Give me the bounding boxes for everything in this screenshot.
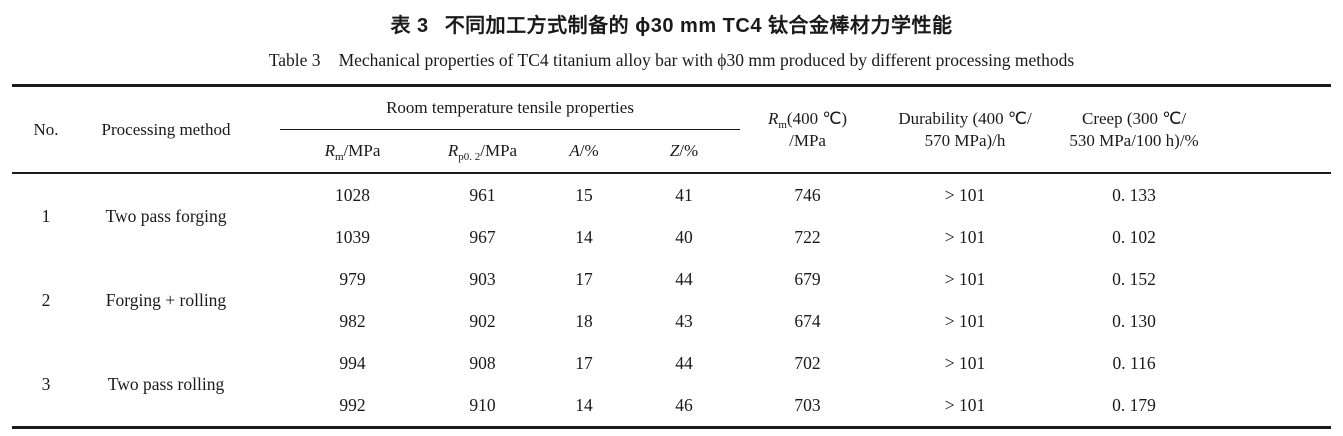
table-row: 982 902 18 43 674 > 101 0. 130 bbox=[12, 300, 1331, 342]
col-header-rm: Rm/MPa bbox=[280, 130, 425, 174]
col-header-rm-400-line2: /MPa bbox=[789, 130, 826, 150]
col-header-room-temp-tensile-group: Room temperature tensile properties bbox=[280, 85, 741, 130]
rm-symbol: R bbox=[324, 141, 335, 160]
cell-rm: 979 bbox=[339, 268, 366, 289]
col-header-rm-400-line1: Rm(400 ℃) bbox=[740, 108, 875, 131]
cell-no: 2 bbox=[41, 289, 51, 310]
rp02-subscript: p0. 2 bbox=[458, 151, 481, 163]
cell-creep: 0. 130 bbox=[1112, 310, 1156, 331]
cell-reduction-of-area: 40 bbox=[675, 226, 693, 247]
table-title-chinese-text: 不同加工方式制备的 ϕ30 mm TC4 钛合金棒材力学性能 bbox=[444, 15, 953, 37]
cell-durability: > 101 bbox=[944, 352, 986, 373]
col-header-rp02: Rp0. 2/MPa bbox=[425, 130, 540, 174]
col-header-durability-line1: Durability (400 ℃/ bbox=[898, 108, 1032, 128]
cell-durability: > 101 bbox=[944, 184, 986, 205]
cell-creep: 0. 116 bbox=[1112, 352, 1156, 373]
rm-400-subscript: m bbox=[778, 118, 787, 131]
reduction-of-area-symbol: Z bbox=[669, 141, 680, 160]
cell-durability: > 101 bbox=[944, 394, 986, 415]
cell-rp02: 908 bbox=[469, 352, 496, 373]
cell-no: 3 bbox=[41, 373, 51, 394]
table-row: 992 910 14 46 703 > 101 0. 179 bbox=[12, 384, 1331, 428]
cell-rp02: 967 bbox=[469, 226, 496, 247]
col-header-creep-line1: Creep (300 ℃/ bbox=[1081, 108, 1187, 128]
cell-rm-400: 679 bbox=[794, 268, 821, 289]
cell-processing-method: Two pass rolling bbox=[107, 373, 225, 394]
rm-400-units-part1: (400 ℃) bbox=[786, 108, 848, 128]
cell-durability: > 101 bbox=[944, 310, 986, 331]
table-title-english-text: Mechanical properties of TC4 titanium al… bbox=[338, 50, 1075, 70]
header-row-top: No. Processing method Room temperature t… bbox=[12, 85, 1331, 150]
elongation-symbol: A bbox=[569, 141, 580, 160]
cell-elongation: 17 bbox=[575, 268, 593, 289]
cell-creep: 0. 133 bbox=[1112, 184, 1156, 205]
rp02-units: /MPa bbox=[480, 141, 518, 160]
cell-durability: > 101 bbox=[944, 268, 986, 289]
cell-rm: 1028 bbox=[335, 184, 370, 205]
col-header-reduction-of-area: Z/% bbox=[628, 130, 740, 174]
cell-elongation: 15 bbox=[575, 184, 593, 205]
table-title-chinese-label: 表 3 bbox=[390, 15, 429, 37]
table-body: 1 Two pass forging 1028 961 15 41 746 > … bbox=[12, 173, 1331, 428]
cell-reduction-of-area: 44 bbox=[675, 352, 693, 373]
cell-elongation: 17 bbox=[575, 352, 593, 373]
table-row: 1 Two pass forging 1028 961 15 41 746 > … bbox=[12, 173, 1331, 226]
cell-rp02: 903 bbox=[469, 268, 496, 289]
table-title-english-label: Table 3 bbox=[268, 50, 321, 70]
header-row-sub: Rm/MPa Rp0. 2/MPa A/% Z/% bbox=[12, 130, 1331, 174]
col-header-processing-method: Processing method bbox=[101, 119, 231, 139]
cell-elongation: 14 bbox=[575, 394, 593, 415]
cell-processing-method: Two pass forging bbox=[105, 205, 227, 226]
cell-rp02: 910 bbox=[469, 394, 496, 415]
cell-rm-400: 703 bbox=[794, 394, 821, 415]
cell-rm-400: 702 bbox=[794, 352, 821, 373]
reduction-of-area-units: /% bbox=[679, 141, 699, 160]
col-header-creep: Creep (300 ℃/ 530 MPa/100 h)/% bbox=[1055, 86, 1331, 174]
table-row: 3 Two pass rolling 994 908 17 44 702 > 1… bbox=[12, 342, 1331, 394]
cell-creep: 0. 102 bbox=[1112, 226, 1156, 247]
cell-processing-method: Forging + rolling bbox=[105, 289, 227, 310]
cell-rm: 992 bbox=[339, 394, 366, 415]
table-row: 2 Forging + rolling 979 903 17 44 679 > … bbox=[12, 258, 1331, 310]
col-header-elongation: A/% bbox=[540, 130, 628, 174]
col-header-no: No. bbox=[33, 119, 59, 139]
col-header-durability: Durability (400 ℃/ 570 MPa)/h bbox=[875, 86, 1055, 174]
mechanical-properties-table: No. Processing method Room temperature t… bbox=[12, 84, 1332, 429]
cell-rm-400: 674 bbox=[794, 310, 821, 331]
rm-subscript: m bbox=[334, 151, 344, 163]
cell-reduction-of-area: 46 bbox=[675, 394, 693, 415]
cell-rm-400: 746 bbox=[794, 184, 821, 205]
rp02-symbol: R bbox=[447, 141, 459, 160]
cell-creep: 0. 152 bbox=[1112, 268, 1156, 289]
cell-elongation: 18 bbox=[575, 310, 593, 331]
cell-durability: > 101 bbox=[944, 226, 986, 247]
elongation-units: /% bbox=[579, 141, 599, 160]
cell-reduction-of-area: 44 bbox=[675, 268, 693, 289]
cell-rp02: 961 bbox=[469, 184, 496, 205]
table-title-english: Table 3 Mechanical properties of TC4 tita… bbox=[0, 48, 1343, 72]
cell-rm: 982 bbox=[339, 310, 366, 331]
col-header-rm-400: Rm(400 ℃) /MPa bbox=[740, 86, 875, 174]
cell-no: 1 bbox=[41, 205, 51, 226]
cell-reduction-of-area: 43 bbox=[675, 310, 693, 331]
cell-rm: 994 bbox=[339, 352, 366, 373]
cell-creep: 0. 179 bbox=[1112, 394, 1156, 415]
rm-400-symbol: R bbox=[767, 108, 779, 128]
cell-rm-400: 722 bbox=[794, 226, 821, 247]
col-header-creep-line2: 530 MPa/100 h)/% bbox=[1069, 130, 1199, 150]
table-row: 1039 967 14 40 722 > 101 0. 102 bbox=[12, 216, 1331, 258]
cell-reduction-of-area: 41 bbox=[675, 184, 693, 205]
table-header: No. Processing method Room temperature t… bbox=[12, 85, 1332, 174]
cell-rp02: 902 bbox=[469, 310, 496, 331]
cell-rm: 1039 bbox=[335, 226, 370, 247]
col-header-durability-line2: 570 MPa)/h bbox=[924, 130, 1006, 150]
rm-units: /MPa bbox=[343, 141, 381, 160]
table-title-chinese: 表 3 不同加工方式制备的 ϕ30 mm TC4 钛合金棒材力学性能 bbox=[0, 0, 1343, 39]
cell-elongation: 14 bbox=[575, 226, 593, 247]
